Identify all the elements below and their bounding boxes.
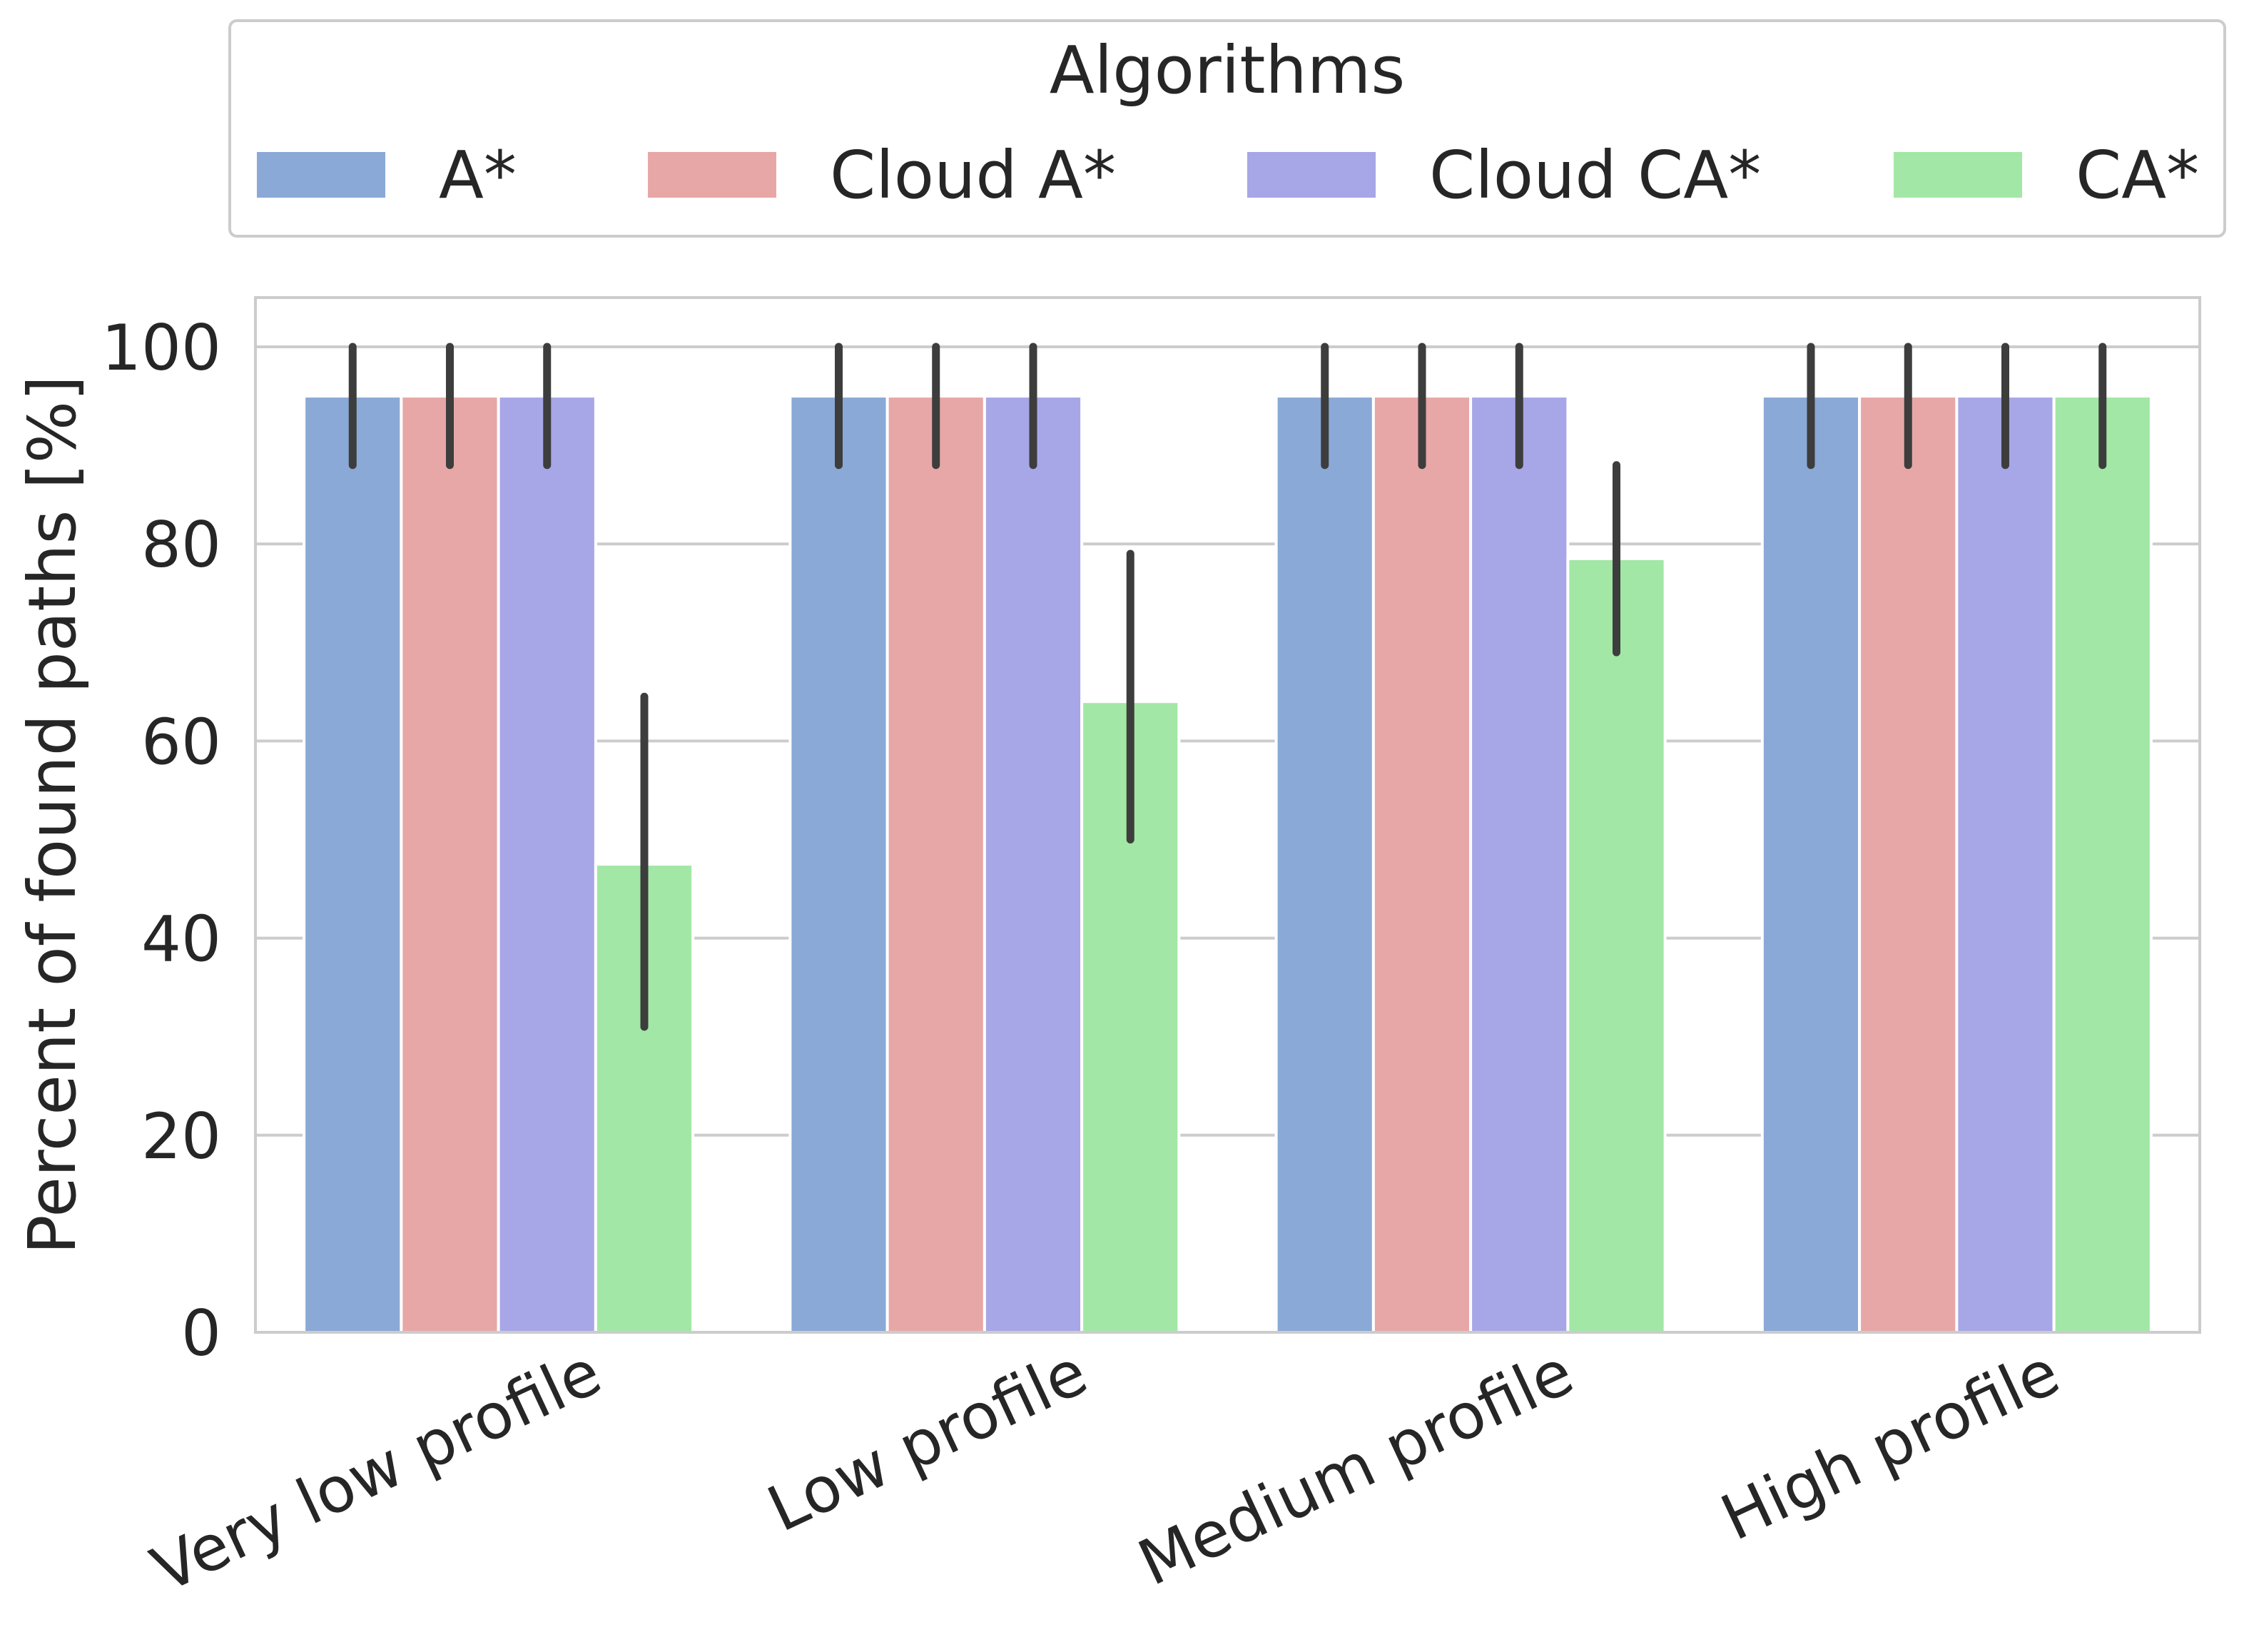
legend-entries: A* Cloud A* Cloud CA* CA* [257, 137, 2199, 213]
bar [1274, 395, 1375, 1334]
bar [1566, 557, 1667, 1334]
y-tick-label: 40 [141, 903, 221, 976]
bars [303, 395, 2153, 1334]
bar [1371, 395, 1473, 1334]
legend-label: Cloud A* [830, 137, 1116, 213]
x-tick-labels: Very low profile Low profile Medium profil… [141, 1335, 2071, 1607]
bar [1858, 395, 1959, 1334]
x-tick-label: Very low profile [141, 1335, 612, 1607]
x-tick-label: Low profile [757, 1335, 1098, 1546]
error-bars [348, 343, 2107, 1031]
y-tick-label: 20 [141, 1100, 221, 1173]
legend-swatch [648, 152, 776, 198]
bar [1469, 395, 1570, 1334]
y-tick-label: 100 [101, 311, 221, 385]
y-tick-labels: 0 20 40 60 80 100 [101, 311, 221, 1370]
bar [1955, 395, 2056, 1334]
bar [497, 395, 597, 1334]
bar [885, 395, 986, 1334]
y-tick-label: 0 [181, 1297, 221, 1370]
legend-label: A* [439, 137, 517, 213]
legend-swatch [1247, 152, 1376, 198]
bar [1760, 395, 1862, 1334]
bar [788, 395, 889, 1334]
legend-swatch [257, 152, 385, 198]
legend-swatch [1894, 152, 2022, 198]
plot-area [254, 296, 2201, 1334]
bar [2052, 395, 2153, 1334]
x-tick-label: Medium profile [1127, 1335, 1584, 1600]
bar [400, 395, 500, 1334]
legend-label: Cloud CA* [1429, 137, 1761, 213]
y-tick-label: 80 [141, 508, 221, 582]
plot-frame [254, 296, 2201, 1334]
legend: Algorithms A* Cloud A* Cloud CA* CA* [228, 19, 2226, 238]
bar [303, 395, 403, 1334]
y-tick-label: 60 [141, 705, 221, 779]
legend-title: Algorithms [1050, 32, 1406, 108]
y-axis-label: Percent of found paths [%] [14, 375, 91, 1255]
x-tick-label: High profile [1710, 1335, 2070, 1555]
bar [983, 395, 1084, 1334]
legend-label: CA* [2076, 137, 2199, 213]
